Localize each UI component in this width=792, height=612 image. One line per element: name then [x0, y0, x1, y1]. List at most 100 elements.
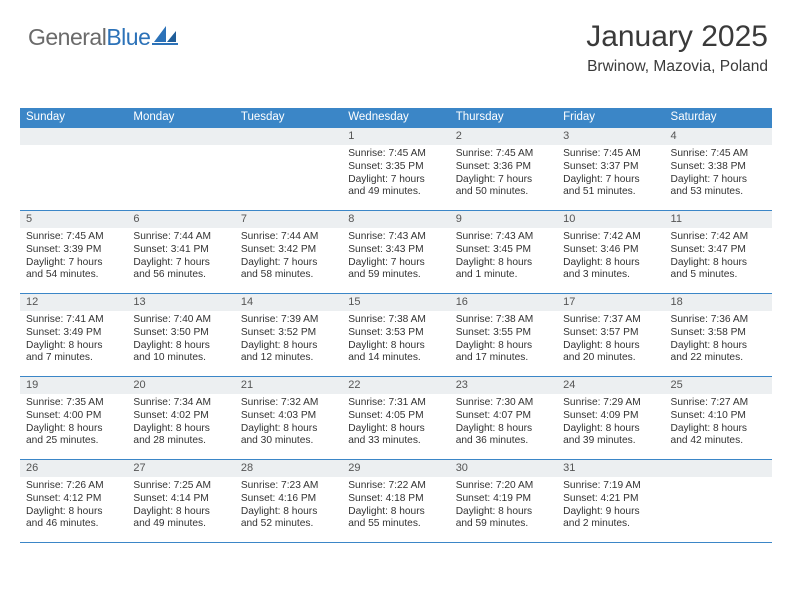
calendar-day-cell: 16Sunrise: 7:38 AMSunset: 3:55 PMDayligh…	[450, 294, 557, 376]
day-details: Sunrise: 7:45 AMSunset: 3:35 PMDaylight:…	[342, 145, 449, 204]
sunrise-line: Sunrise: 7:35 AM	[26, 397, 121, 410]
day-details: Sunrise: 7:39 AMSunset: 3:52 PMDaylight:…	[235, 311, 342, 370]
daylight-line: Daylight: 8 hours and 14 minutes.	[348, 340, 443, 366]
calendar-day-cell: 24Sunrise: 7:29 AMSunset: 4:09 PMDayligh…	[557, 377, 664, 459]
sunrise-line: Sunrise: 7:37 AM	[563, 314, 658, 327]
day-details: Sunrise: 7:27 AMSunset: 4:10 PMDaylight:…	[665, 394, 772, 453]
day-number	[235, 128, 342, 145]
day-number: 14	[235, 294, 342, 311]
day-number: 23	[450, 377, 557, 394]
calendar-day-cell: 7Sunrise: 7:44 AMSunset: 3:42 PMDaylight…	[235, 211, 342, 293]
calendar-week-row: 12Sunrise: 7:41 AMSunset: 3:49 PMDayligh…	[20, 294, 772, 377]
day-number: 1	[342, 128, 449, 145]
daylight-line: Daylight: 8 hours and 55 minutes.	[348, 506, 443, 532]
day-number: 12	[20, 294, 127, 311]
calendar-day-cell: 12Sunrise: 7:41 AMSunset: 3:49 PMDayligh…	[20, 294, 127, 376]
sunrise-line: Sunrise: 7:22 AM	[348, 480, 443, 493]
daylight-line: Daylight: 8 hours and 39 minutes.	[563, 423, 658, 449]
daylight-line: Daylight: 8 hours and 42 minutes.	[671, 423, 766, 449]
sunset-line: Sunset: 3:43 PM	[348, 244, 443, 257]
daylight-line: Daylight: 8 hours and 33 minutes.	[348, 423, 443, 449]
calendar-day-cell: 27Sunrise: 7:25 AMSunset: 4:14 PMDayligh…	[127, 460, 234, 542]
daylight-line: Daylight: 8 hours and 1 minute.	[456, 257, 551, 283]
calendar-day-cell	[127, 128, 234, 210]
calendar-day-cell: 5Sunrise: 7:45 AMSunset: 3:39 PMDaylight…	[20, 211, 127, 293]
calendar-week-row: 19Sunrise: 7:35 AMSunset: 4:00 PMDayligh…	[20, 377, 772, 460]
calendar-day-cell: 11Sunrise: 7:42 AMSunset: 3:47 PMDayligh…	[665, 211, 772, 293]
day-number: 25	[665, 377, 772, 394]
sunrise-line: Sunrise: 7:26 AM	[26, 480, 121, 493]
sunrise-line: Sunrise: 7:29 AM	[563, 397, 658, 410]
weekday-header: Monday	[127, 108, 234, 128]
daylight-line: Daylight: 8 hours and 28 minutes.	[133, 423, 228, 449]
day-number: 16	[450, 294, 557, 311]
calendar-day-cell: 31Sunrise: 7:19 AMSunset: 4:21 PMDayligh…	[557, 460, 664, 542]
calendar-day-cell: 13Sunrise: 7:40 AMSunset: 3:50 PMDayligh…	[127, 294, 234, 376]
sunset-line: Sunset: 3:36 PM	[456, 161, 551, 174]
sunrise-line: Sunrise: 7:39 AM	[241, 314, 336, 327]
day-number: 27	[127, 460, 234, 477]
calendar-week-row: 5Sunrise: 7:45 AMSunset: 3:39 PMDaylight…	[20, 211, 772, 294]
sunset-line: Sunset: 4:05 PM	[348, 410, 443, 423]
day-details: Sunrise: 7:29 AMSunset: 4:09 PMDaylight:…	[557, 394, 664, 453]
calendar-day-cell: 10Sunrise: 7:42 AMSunset: 3:46 PMDayligh…	[557, 211, 664, 293]
calendar-day-cell: 17Sunrise: 7:37 AMSunset: 3:57 PMDayligh…	[557, 294, 664, 376]
sunset-line: Sunset: 4:09 PM	[563, 410, 658, 423]
logo-sail-icon	[152, 24, 178, 51]
sunrise-line: Sunrise: 7:45 AM	[456, 148, 551, 161]
page-title: January 2025	[586, 20, 768, 54]
day-details: Sunrise: 7:19 AMSunset: 4:21 PMDaylight:…	[557, 477, 664, 536]
daylight-line: Daylight: 8 hours and 30 minutes.	[241, 423, 336, 449]
day-details: Sunrise: 7:43 AMSunset: 3:43 PMDaylight:…	[342, 228, 449, 287]
sunrise-line: Sunrise: 7:44 AM	[241, 231, 336, 244]
day-details: Sunrise: 7:34 AMSunset: 4:02 PMDaylight:…	[127, 394, 234, 453]
day-number: 9	[450, 211, 557, 228]
sunrise-line: Sunrise: 7:25 AM	[133, 480, 228, 493]
calendar-day-cell	[665, 460, 772, 542]
sunset-line: Sunset: 3:38 PM	[671, 161, 766, 174]
daylight-line: Daylight: 7 hours and 53 minutes.	[671, 174, 766, 200]
sunset-line: Sunset: 4:07 PM	[456, 410, 551, 423]
sunrise-line: Sunrise: 7:41 AM	[26, 314, 121, 327]
daylight-line: Daylight: 8 hours and 7 minutes.	[26, 340, 121, 366]
day-number: 22	[342, 377, 449, 394]
day-number	[665, 460, 772, 477]
sunrise-line: Sunrise: 7:38 AM	[456, 314, 551, 327]
daylight-line: Daylight: 8 hours and 5 minutes.	[671, 257, 766, 283]
sunset-line: Sunset: 3:47 PM	[671, 244, 766, 257]
daylight-line: Daylight: 8 hours and 17 minutes.	[456, 340, 551, 366]
calendar-day-cell: 26Sunrise: 7:26 AMSunset: 4:12 PMDayligh…	[20, 460, 127, 542]
daylight-line: Daylight: 7 hours and 50 minutes.	[456, 174, 551, 200]
day-details: Sunrise: 7:22 AMSunset: 4:18 PMDaylight:…	[342, 477, 449, 536]
weekday-header: Sunday	[20, 108, 127, 128]
sunrise-line: Sunrise: 7:43 AM	[456, 231, 551, 244]
weekday-header: Friday	[557, 108, 664, 128]
sunset-line: Sunset: 3:41 PM	[133, 244, 228, 257]
day-number: 19	[20, 377, 127, 394]
sunset-line: Sunset: 3:53 PM	[348, 327, 443, 340]
weekday-header: Thursday	[450, 108, 557, 128]
day-number: 24	[557, 377, 664, 394]
weekday-header: Saturday	[665, 108, 772, 128]
sunset-line: Sunset: 4:21 PM	[563, 493, 658, 506]
sunrise-line: Sunrise: 7:40 AM	[133, 314, 228, 327]
day-details: Sunrise: 7:32 AMSunset: 4:03 PMDaylight:…	[235, 394, 342, 453]
calendar-day-cell: 2Sunrise: 7:45 AMSunset: 3:36 PMDaylight…	[450, 128, 557, 210]
daylight-line: Daylight: 7 hours and 54 minutes.	[26, 257, 121, 283]
daylight-line: Daylight: 8 hours and 10 minutes.	[133, 340, 228, 366]
sunset-line: Sunset: 4:19 PM	[456, 493, 551, 506]
day-number	[127, 128, 234, 145]
calendar-day-cell	[20, 128, 127, 210]
weekday-header: Wednesday	[342, 108, 449, 128]
sunset-line: Sunset: 4:03 PM	[241, 410, 336, 423]
daylight-line: Daylight: 7 hours and 56 minutes.	[133, 257, 228, 283]
day-number: 20	[127, 377, 234, 394]
day-number: 7	[235, 211, 342, 228]
daylight-line: Daylight: 7 hours and 58 minutes.	[241, 257, 336, 283]
calendar-day-cell: 18Sunrise: 7:36 AMSunset: 3:58 PMDayligh…	[665, 294, 772, 376]
daylight-line: Daylight: 9 hours and 2 minutes.	[563, 506, 658, 532]
daylight-line: Daylight: 7 hours and 51 minutes.	[563, 174, 658, 200]
day-details: Sunrise: 7:23 AMSunset: 4:16 PMDaylight:…	[235, 477, 342, 536]
calendar-day-cell: 9Sunrise: 7:43 AMSunset: 3:45 PMDaylight…	[450, 211, 557, 293]
sunrise-line: Sunrise: 7:42 AM	[563, 231, 658, 244]
